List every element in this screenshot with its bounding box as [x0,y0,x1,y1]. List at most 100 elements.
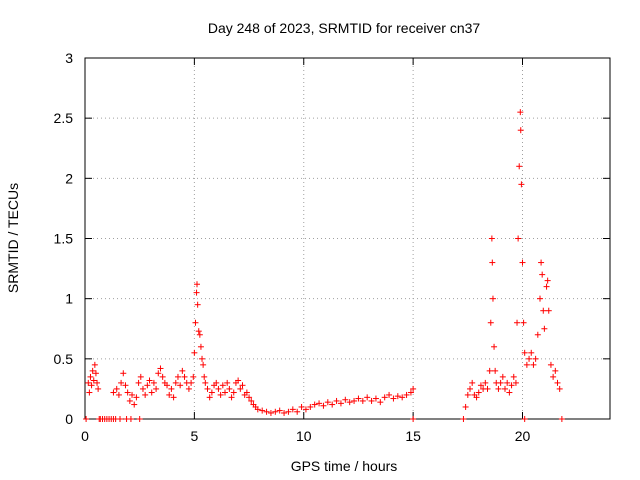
data-point [148,389,155,396]
data-point [185,385,192,392]
data-point [120,370,127,377]
data-point [516,163,523,170]
data-point [337,400,344,407]
data-point [230,389,237,396]
data-point [520,319,527,326]
data-point [272,408,279,415]
data-point [174,373,181,380]
data-point [488,235,495,242]
data-point [552,367,559,374]
data-point [487,319,494,326]
data-point [329,401,336,408]
data-point [191,349,198,356]
data-point [298,403,305,410]
data-point [460,416,467,422]
data-point [224,379,231,386]
data-point [206,394,213,401]
data-point [558,416,565,422]
data-point [410,416,417,422]
data-point [519,259,526,266]
y-tick-label: 2.5 [54,110,74,126]
data-point [168,385,175,392]
data-point [544,277,551,284]
data-point [540,307,547,314]
data-point [469,379,476,386]
data-point [204,385,211,392]
data-point [489,295,496,302]
data-point [159,373,166,380]
data-point [316,400,323,407]
y-tick-label: 1 [65,291,73,307]
data-point [550,373,557,380]
data-point [491,343,498,350]
data-point [137,373,144,380]
data-point [346,399,353,406]
data-point [188,379,195,386]
data-point [92,370,99,377]
x-axis-label: GPS time / hours [291,458,398,474]
data-point [155,370,162,377]
data-point [87,373,94,380]
data-point [263,408,270,415]
data-point [259,407,266,414]
data-point [372,395,379,402]
data-point [534,331,541,338]
data-point [95,385,102,392]
data-point [228,394,235,401]
data-point [545,307,552,314]
y-axis-label: SRMTID / TECUs [5,183,21,293]
data-point [239,382,246,389]
x-tick-label: 10 [296,428,312,444]
data-point [484,385,491,392]
data-point [543,283,550,290]
x-tick-label: 20 [515,428,531,444]
data-point [547,361,554,368]
data-point [181,373,188,380]
data-point [135,379,142,386]
data-point [556,385,563,392]
data-point [177,382,184,389]
data-point [126,397,133,404]
data-point [333,397,340,404]
data-point [526,355,533,362]
data-point [294,408,301,415]
data-point [320,402,327,409]
data-point [115,391,122,398]
data-point [502,385,508,392]
data-marks [83,109,565,422]
data-point [195,328,202,335]
x-tick-label: 15 [405,428,421,444]
data-point [514,319,521,326]
data-point [475,389,482,396]
data-point [226,385,233,392]
y-tick-label: 2 [65,170,73,186]
data-point [462,403,469,410]
data-point [307,403,314,410]
data-point [506,389,513,396]
data-point [285,408,292,415]
data-point [267,409,274,416]
data-point [482,379,489,386]
data-point [521,416,528,422]
data-point [523,361,530,368]
data-point [518,181,525,188]
data-point [243,389,250,396]
data-point [170,394,177,401]
data-point [117,416,123,422]
data-point [302,406,309,413]
data-point [528,349,535,356]
data-point [386,391,393,398]
data-point [217,391,224,398]
data-point [196,331,203,338]
data-point [166,391,173,398]
data-point [237,385,244,392]
data-point [281,409,288,416]
data-point [235,377,242,384]
data-point [364,394,371,401]
data-point [192,319,199,326]
grid [85,58,610,419]
data-point [118,379,125,386]
data-point [489,259,496,266]
data-point [157,365,164,372]
